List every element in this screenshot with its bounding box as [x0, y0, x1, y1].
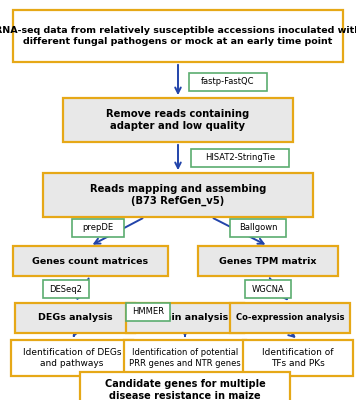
- FancyBboxPatch shape: [126, 303, 170, 321]
- FancyBboxPatch shape: [243, 340, 353, 376]
- Text: DESeq2: DESeq2: [49, 284, 83, 294]
- Text: Co-expression analysis: Co-expression analysis: [236, 314, 344, 322]
- FancyBboxPatch shape: [189, 73, 267, 91]
- FancyBboxPatch shape: [43, 173, 313, 217]
- FancyBboxPatch shape: [191, 149, 289, 167]
- Text: Genes count matrices: Genes count matrices: [32, 256, 148, 266]
- Text: RNA-seq data from relatively susceptible accessions inoculated with
different fu: RNA-seq data from relatively susceptible…: [0, 26, 356, 46]
- Text: fastp-FastQC: fastp-FastQC: [201, 78, 255, 86]
- Text: Candidate genes for multiple
disease resistance in maize: Candidate genes for multiple disease res…: [105, 379, 265, 400]
- Text: HMMER: HMMER: [132, 308, 164, 316]
- Text: WGCNA: WGCNA: [252, 284, 284, 294]
- FancyBboxPatch shape: [230, 219, 286, 237]
- Text: Ballgown: Ballgown: [239, 224, 277, 232]
- FancyBboxPatch shape: [126, 303, 244, 333]
- FancyBboxPatch shape: [230, 303, 350, 333]
- Text: Genes TPM matrix: Genes TPM matrix: [219, 256, 317, 266]
- FancyBboxPatch shape: [63, 98, 293, 142]
- FancyBboxPatch shape: [72, 219, 124, 237]
- FancyBboxPatch shape: [198, 246, 338, 276]
- FancyBboxPatch shape: [245, 280, 291, 298]
- Text: Domain analysis: Domain analysis: [141, 314, 229, 322]
- FancyBboxPatch shape: [12, 246, 168, 276]
- FancyBboxPatch shape: [15, 303, 135, 333]
- Text: Identification of
TFs and PKs: Identification of TFs and PKs: [262, 348, 334, 368]
- FancyBboxPatch shape: [11, 340, 133, 376]
- Text: DEGs analysis: DEGs analysis: [38, 314, 112, 322]
- Text: Identification of DEGs
and pathways: Identification of DEGs and pathways: [23, 348, 121, 368]
- FancyBboxPatch shape: [13, 10, 343, 62]
- Text: prepDE: prepDE: [83, 224, 114, 232]
- FancyBboxPatch shape: [80, 372, 290, 400]
- FancyBboxPatch shape: [43, 280, 89, 298]
- Text: Identification of potential
PRR genes and NTR genes: Identification of potential PRR genes an…: [129, 348, 241, 368]
- Text: HISAT2-StringTie: HISAT2-StringTie: [205, 154, 275, 162]
- FancyBboxPatch shape: [124, 340, 246, 376]
- Text: Remove reads containing
adapter and low quality: Remove reads containing adapter and low …: [106, 109, 250, 131]
- Text: Reads mapping and assembing
(B73 RefGen_v5): Reads mapping and assembing (B73 RefGen_…: [90, 184, 266, 206]
